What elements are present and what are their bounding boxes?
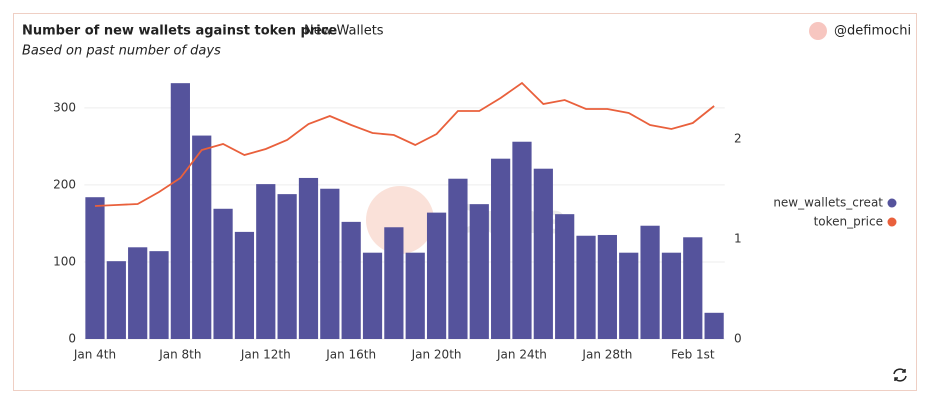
x-tick-label: Jan 20th xyxy=(411,348,462,362)
bar xyxy=(555,214,575,339)
avatar xyxy=(809,22,827,40)
x-tick-label: Feb 1st xyxy=(671,348,715,362)
refresh-icon[interactable] xyxy=(893,368,907,382)
x-tick-label: Jan 12th xyxy=(240,348,291,362)
bar xyxy=(234,231,255,339)
legend-label: token_price xyxy=(814,215,883,229)
bar xyxy=(85,197,105,339)
bar xyxy=(128,247,148,339)
y2-tick-label: 2 xyxy=(734,132,742,146)
y2-tick-label: 0 xyxy=(734,332,742,346)
bar xyxy=(640,225,660,339)
bar xyxy=(341,221,361,339)
chart-title: Number of new wallets against token pric… xyxy=(22,24,337,39)
x-tick-label: Jan 4th xyxy=(73,348,116,362)
legend-swatch xyxy=(887,198,897,208)
x-tick-label: Jan 28th xyxy=(581,348,632,362)
bar xyxy=(491,158,511,339)
bar xyxy=(426,212,447,339)
bar xyxy=(661,252,682,339)
bar xyxy=(384,227,404,339)
bar xyxy=(170,83,190,339)
bar xyxy=(320,188,340,339)
y2-tick-label: 1 xyxy=(734,232,742,246)
x-tick-label: Jan 24th xyxy=(496,348,547,362)
bar xyxy=(448,178,468,339)
bar xyxy=(277,194,297,339)
y-tick-label: 0 xyxy=(68,332,76,346)
subtitle: Based on past number of days xyxy=(22,44,221,59)
bar xyxy=(619,252,639,339)
legend-swatch xyxy=(887,217,897,227)
x-tick-label: Jan 16th xyxy=(325,348,376,362)
bar xyxy=(597,234,617,339)
bar xyxy=(362,252,383,339)
bar xyxy=(256,184,276,339)
y-tick-label: 200 xyxy=(53,177,76,191)
bar xyxy=(192,135,212,339)
watermark-logo xyxy=(366,186,434,254)
bar xyxy=(298,177,319,339)
bar xyxy=(683,237,703,339)
bar xyxy=(512,141,532,339)
x-tick-label: Jan 8th xyxy=(158,348,201,362)
y-tick-label: 100 xyxy=(53,254,76,268)
bar xyxy=(576,235,596,339)
y-tick-label: 300 xyxy=(53,100,76,114)
bar xyxy=(106,261,126,339)
author[interactable]: @defimochi xyxy=(834,24,911,39)
bar xyxy=(533,168,553,339)
bar xyxy=(213,208,233,339)
legend-label: new_wallets_creat xyxy=(773,196,883,210)
line xyxy=(94,81,715,207)
bar xyxy=(149,251,169,339)
tab-label[interactable]: New Wallets xyxy=(304,24,384,39)
bar xyxy=(405,252,425,339)
bar xyxy=(704,312,724,339)
bar xyxy=(469,204,489,339)
